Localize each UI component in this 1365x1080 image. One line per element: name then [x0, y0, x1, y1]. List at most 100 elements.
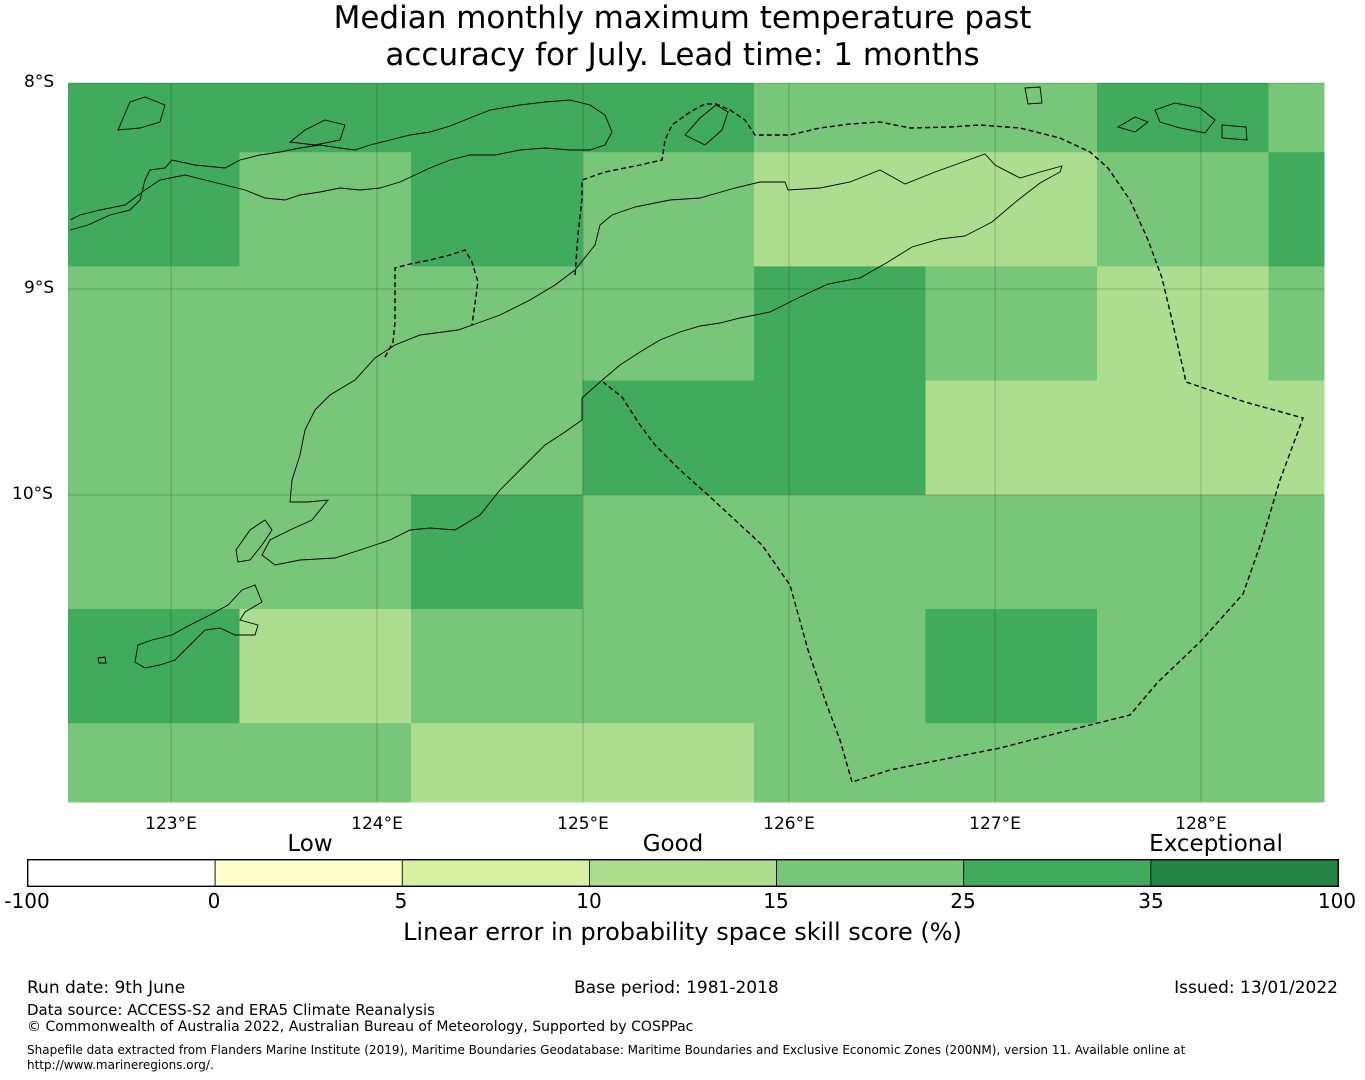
skill-cell — [239, 83, 412, 153]
graticule — [68, 82, 1324, 802]
lon-label-123e: 123°E — [145, 814, 197, 834]
skill-cell — [1268, 723, 1325, 803]
skill-cell — [1097, 494, 1269, 610]
colorbar-segment — [401, 859, 590, 887]
island-7 — [1221, 124, 1248, 141]
skill-cell — [68, 723, 240, 803]
skill-cell — [411, 380, 583, 496]
skill-cell — [754, 494, 926, 610]
island-6 — [1116, 116, 1149, 133]
lon-label-128e: 128°E — [1175, 814, 1227, 834]
category-good: Good — [642, 831, 704, 857]
title-line-2: accuracy for July. Lead time: 1 months — [385, 37, 980, 73]
skill-cell — [411, 152, 583, 267]
tick-label-neg100: -100 — [4, 889, 50, 913]
skill-cell — [1268, 266, 1325, 382]
island-9 — [97, 656, 107, 664]
skill-cell — [925, 83, 1098, 153]
skill-cell — [1268, 494, 1325, 610]
skill-cell — [1268, 83, 1325, 153]
colorbar-segment — [214, 859, 403, 887]
flores-coastline — [69, 99, 613, 231]
skill-cell — [411, 494, 583, 610]
skill-cell — [411, 609, 583, 724]
skill-cell — [754, 380, 926, 496]
colorbar-segment — [27, 859, 216, 887]
maritime-boundary — [384, 103, 1304, 783]
skill-cell — [754, 609, 926, 724]
run-date: Run date: 9th June — [27, 978, 186, 998]
island-8 — [134, 584, 263, 669]
skill-cell — [239, 609, 412, 724]
colorbar-outline — [27, 859, 1339, 887]
tick-label-35: 35 — [1138, 889, 1164, 913]
issued-date: Issued: 13/01/2022 — [1174, 978, 1338, 998]
tick-label-15: 15 — [763, 889, 789, 913]
lon-label-127e: 127°E — [969, 814, 1021, 834]
skill-cell — [1097, 380, 1269, 496]
skill-cell — [1268, 380, 1325, 496]
skill-cell — [239, 723, 412, 803]
coastlines — [69, 86, 1248, 669]
lon-label-126e: 126°E — [763, 814, 815, 834]
island-1 — [117, 96, 166, 131]
tick-label-100: 100 — [1317, 889, 1357, 913]
skill-cell — [582, 380, 755, 496]
tick-label-0: 0 — [207, 889, 221, 913]
skill-cell — [1268, 609, 1325, 724]
shapefile-credit-line-1: Shapefile data extracted from Flanders M… — [27, 1043, 1186, 1057]
skill-cell — [754, 152, 926, 267]
colorbar-segment — [589, 859, 777, 887]
lon-label-124e: 124°E — [351, 814, 403, 834]
skill-cell — [68, 83, 240, 153]
skill-cell — [582, 494, 755, 610]
skill-cell — [68, 380, 240, 496]
island-2 — [288, 119, 346, 146]
skill-cell — [582, 152, 755, 267]
shapefile-credit-line-2: http://www.marineregions.org/. — [27, 1058, 214, 1072]
skill-cell — [1268, 152, 1325, 267]
skill-cell — [411, 723, 583, 803]
data-source: Data source: ACCESS-S2 and ERA5 Climate … — [27, 1001, 435, 1019]
skill-cell — [1097, 152, 1269, 267]
lon-label-125e: 125°E — [557, 814, 609, 834]
colorbar-segment — [963, 859, 1152, 887]
tick-label-25: 25 — [950, 889, 976, 913]
timor-coastline — [261, 153, 1063, 566]
skill-cell — [1097, 723, 1269, 803]
skill-cell — [582, 83, 755, 153]
skill-cell — [925, 380, 1098, 496]
skill-cell — [925, 152, 1098, 267]
skill-cell — [754, 723, 926, 803]
skill-cell — [411, 83, 583, 153]
skill-cell — [925, 609, 1098, 724]
skill-cell — [68, 152, 240, 267]
lat-label-9s: 9°S — [24, 278, 55, 298]
skill-cell — [925, 266, 1098, 382]
chart-title: Median monthly maximum temperature past … — [0, 0, 1365, 74]
skill-cell — [582, 723, 755, 803]
skill-cell — [925, 494, 1098, 610]
colorbar-label: Linear error in probability space skill … — [403, 918, 962, 946]
skill-cell — [239, 266, 412, 382]
skill-cell — [239, 380, 412, 496]
island-10 — [235, 519, 273, 563]
island-3 — [684, 104, 729, 146]
skill-cell — [1097, 609, 1269, 724]
base-period: Base period: 1981-2018 — [574, 978, 779, 998]
skill-grid — [68, 83, 1325, 803]
lat-label-8s: 8°S — [24, 72, 55, 92]
tick-label-10: 10 — [576, 889, 602, 913]
colorbar-segment — [776, 859, 965, 887]
title-line-1: Median monthly maximum temperature past — [333, 0, 1032, 36]
colorbar — [27, 859, 1339, 887]
island-4 — [1024, 86, 1043, 105]
colorbar-segment — [1150, 859, 1339, 887]
skill-cell — [1097, 266, 1269, 382]
tick-label-5: 5 — [394, 889, 408, 913]
skill-cell — [582, 266, 755, 382]
category-exceptional: Exceptional — [1149, 831, 1283, 857]
skill-cell — [239, 494, 412, 610]
lat-label-10s: 10°S — [12, 484, 53, 504]
copyright: © Commonwealth of Australia 2022, Austra… — [27, 1019, 694, 1035]
